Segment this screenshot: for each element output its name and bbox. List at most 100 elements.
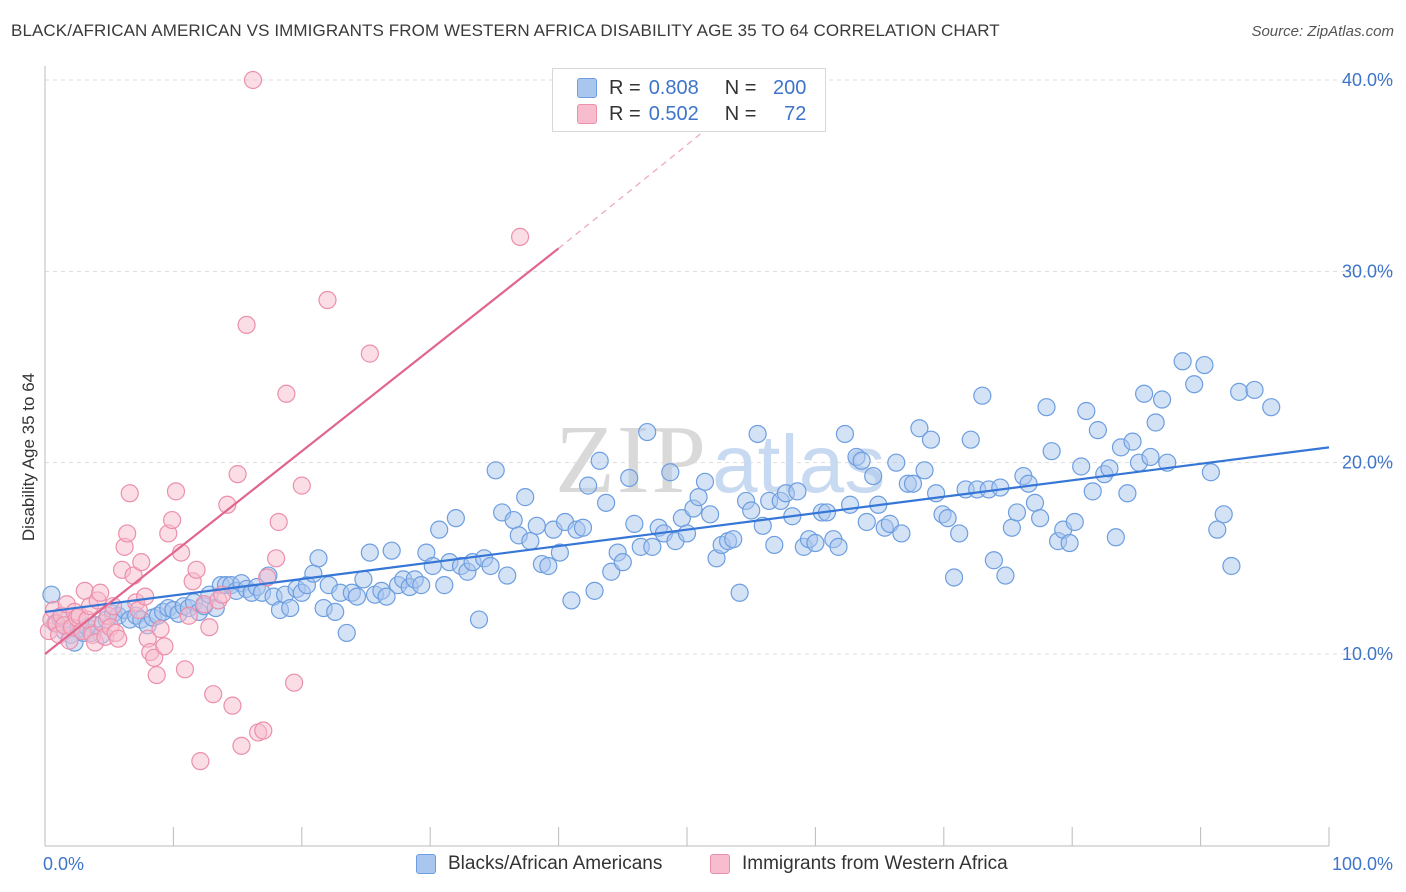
data-point bbox=[435, 576, 454, 595]
data-point bbox=[326, 602, 345, 622]
data-point bbox=[132, 553, 151, 572]
data-point bbox=[1077, 401, 1096, 421]
data-point bbox=[973, 386, 992, 405]
data-point bbox=[1060, 533, 1079, 553]
data-point bbox=[354, 570, 373, 589]
data-point bbox=[910, 419, 929, 438]
data-point bbox=[237, 315, 256, 335]
data-point bbox=[175, 660, 195, 679]
data-point bbox=[835, 424, 855, 444]
data-point bbox=[695, 472, 715, 491]
data-point bbox=[318, 290, 337, 310]
data-point bbox=[1100, 459, 1119, 478]
data-point bbox=[382, 541, 401, 560]
data-point bbox=[223, 696, 242, 715]
data-point bbox=[840, 495, 860, 514]
data-point bbox=[724, 530, 743, 549]
data-point bbox=[562, 591, 581, 610]
data-point bbox=[689, 488, 708, 507]
legend-r-value: 0.502 bbox=[648, 102, 699, 125]
data-point bbox=[243, 70, 263, 90]
legend-r-value: 0.808 bbox=[648, 76, 699, 99]
data-point bbox=[996, 566, 1015, 585]
data-point bbox=[613, 553, 632, 572]
data-point bbox=[1201, 463, 1220, 482]
data-point bbox=[938, 509, 957, 528]
data-point bbox=[360, 543, 379, 562]
data-point bbox=[892, 524, 911, 543]
data-point bbox=[625, 514, 644, 533]
data-point bbox=[254, 721, 273, 740]
legend-row-blacks: R = 0.808 N = 200 bbox=[577, 76, 806, 100]
data-point bbox=[446, 509, 465, 528]
legend-r-label: R = bbox=[609, 76, 641, 99]
data-point bbox=[1222, 556, 1241, 576]
data-point bbox=[1025, 493, 1045, 512]
data-point bbox=[516, 488, 535, 507]
legend-series-name: Immigrants from Western Africa bbox=[742, 853, 1008, 874]
data-point bbox=[510, 227, 530, 246]
data-point bbox=[1195, 355, 1214, 375]
trend-lines bbox=[44, 71, 1330, 655]
legend-row-immigrants: R = 0.502 N = 72 bbox=[577, 102, 806, 126]
data-point bbox=[430, 520, 449, 539]
data-point bbox=[91, 583, 110, 602]
data-point bbox=[903, 474, 923, 493]
legend-n-value: 72 bbox=[784, 102, 807, 125]
data-point bbox=[1230, 382, 1249, 401]
data-point bbox=[1118, 484, 1137, 503]
x-tick-label: 100.0% bbox=[1332, 854, 1393, 874]
data-point bbox=[806, 533, 825, 553]
data-point bbox=[1146, 413, 1165, 432]
data-point bbox=[258, 568, 277, 587]
data-point bbox=[742, 501, 761, 520]
data-point bbox=[1245, 380, 1264, 400]
data-point bbox=[1088, 421, 1107, 440]
data-point bbox=[304, 564, 323, 583]
data-point bbox=[469, 610, 489, 629]
legend-swatch-pink bbox=[577, 104, 597, 124]
data-point bbox=[267, 549, 286, 568]
y-tick-label: 10.0% bbox=[1342, 644, 1393, 664]
watermark-zip: ZIP bbox=[555, 406, 708, 514]
data-point bbox=[377, 587, 396, 606]
y-axis-label: Disability Age 35 to 64 bbox=[19, 373, 38, 541]
data-point bbox=[1030, 509, 1050, 528]
data-point bbox=[579, 476, 598, 495]
x-tick-label: 0.0% bbox=[43, 854, 84, 874]
data-point bbox=[539, 556, 558, 576]
data-point bbox=[765, 535, 784, 555]
data-point bbox=[360, 344, 379, 363]
data-point bbox=[1019, 474, 1038, 493]
data-point bbox=[1037, 398, 1056, 417]
data-point bbox=[677, 524, 697, 543]
data-point bbox=[829, 537, 848, 556]
data-point bbox=[527, 516, 546, 535]
data-point bbox=[187, 560, 206, 579]
data-point bbox=[309, 549, 328, 568]
legend-series-name: Blacks/African Americans bbox=[448, 853, 663, 874]
legend-swatch-blue bbox=[416, 854, 436, 874]
source-label: Source: ZipAtlas.com bbox=[1251, 23, 1394, 40]
data-point bbox=[347, 587, 367, 606]
data-point bbox=[915, 461, 934, 480]
data-point bbox=[585, 581, 604, 600]
data-point bbox=[1002, 518, 1021, 537]
data-point bbox=[991, 478, 1010, 497]
grid-lines bbox=[45, 79, 1395, 655]
data-point bbox=[1072, 457, 1091, 476]
legend-r-label: R = bbox=[609, 102, 641, 125]
legend-box: R = 0.808 N = 200 R = 0.502 N = 72 bbox=[552, 68, 826, 132]
data-point bbox=[228, 465, 247, 484]
data-point bbox=[550, 543, 569, 562]
data-point bbox=[504, 510, 523, 530]
legend-swatch-blue bbox=[577, 78, 597, 98]
data-point bbox=[1083, 482, 1102, 501]
data-point bbox=[1141, 447, 1160, 467]
data-point bbox=[748, 424, 767, 444]
legend-swatch-pink bbox=[710, 854, 730, 874]
bottom-legend-blacks: Blacks/African Americans bbox=[416, 852, 662, 876]
data-point bbox=[857, 512, 876, 532]
data-point bbox=[284, 673, 304, 692]
axes bbox=[44, 66, 1330, 847]
